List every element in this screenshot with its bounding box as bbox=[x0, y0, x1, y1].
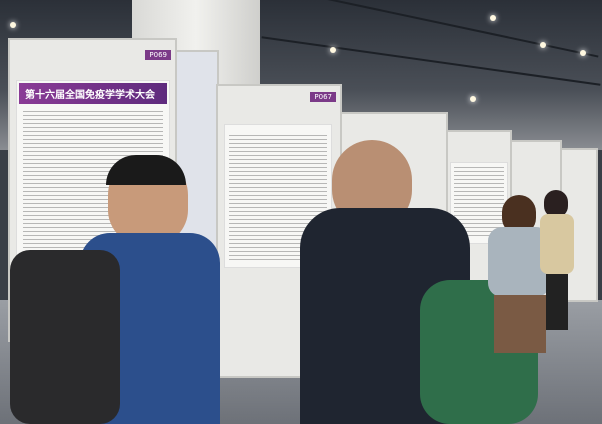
poster-label: P067 bbox=[310, 92, 336, 102]
head bbox=[544, 190, 568, 218]
person-background bbox=[540, 190, 576, 330]
ceiling-light bbox=[540, 42, 546, 48]
poster-banner: 第十六届全国免疫学学术大会 bbox=[19, 83, 167, 104]
ceiling-truss bbox=[261, 36, 601, 86]
ceiling-truss bbox=[263, 0, 599, 58]
ceiling-light bbox=[470, 96, 476, 102]
skirt bbox=[494, 295, 546, 353]
hair bbox=[106, 155, 186, 185]
person-blue-jacket bbox=[10, 155, 220, 424]
ceiling-light bbox=[580, 50, 586, 56]
ceiling-light bbox=[10, 22, 16, 28]
jacket bbox=[488, 227, 550, 297]
person-background bbox=[484, 195, 554, 355]
backpack bbox=[10, 250, 120, 424]
legs bbox=[546, 274, 568, 330]
ceiling-light bbox=[490, 15, 496, 21]
poster-label: P069 bbox=[145, 50, 171, 60]
jacket bbox=[540, 214, 574, 274]
ceiling-light bbox=[330, 47, 336, 53]
